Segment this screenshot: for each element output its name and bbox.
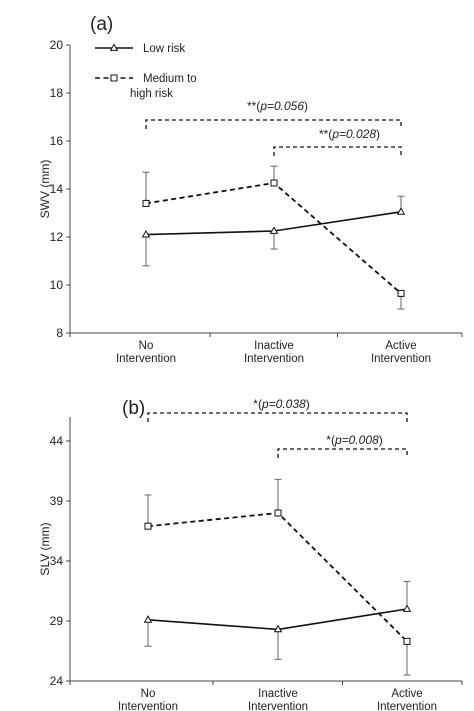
panel-b-y-tick-label: 39 [50, 494, 64, 508]
panel-a-y-axis-title: SWV (mm) [38, 160, 52, 219]
panel-a-series-low-risk-point [269, 226, 279, 234]
panel-b-series-medium-high-risk-point [274, 509, 282, 517]
panel-a-y-tick-label: 8 [56, 326, 63, 340]
panel-a-x-tick-label: No [139, 340, 154, 352]
panel-a-series-medium-high-risk-point [142, 199, 150, 207]
panel-a-sig-label-1: **(p=0.056) [247, 99, 308, 113]
panel-a-label: (a) [90, 14, 113, 35]
panel-a-x-tick-label: Intervention [371, 353, 431, 365]
panel-b-x-tick-label: No [141, 688, 156, 700]
panel-b-y-tick-label: 24 [50, 674, 64, 688]
panel-b-y-axis-title: SLV (mm) [38, 522, 52, 575]
panel-a-x-tick-label: Intervention [244, 353, 304, 365]
panel-a-series-medium-high-risk-point [270, 179, 278, 187]
panel-b-sig-label-2: *(p=0.008) [326, 433, 382, 447]
panel-b-y-tick-label: 34 [50, 554, 64, 568]
panel-a-series-low-risk-point [396, 207, 406, 215]
panel-a-y-tick-label: 16 [50, 134, 64, 148]
panel-b-series-low-risk-point [273, 624, 283, 633]
panel-a-sig-bracket-1 [145, 119, 402, 129]
panel-a-sig-bracket-2 [273, 146, 402, 156]
panel-b-sig-bracket-1 [147, 412, 408, 422]
panel-b-series-medium-high-risk-point [403, 637, 411, 645]
legend-label-low-risk: Low risk [143, 43, 185, 55]
panel-b-y-tick-label: 44 [50, 434, 64, 448]
legend-label-medium-high-risk: Medium to [143, 73, 197, 85]
panel-b-x-tick-label: Intervention [118, 701, 178, 711]
panel-a-y-tick-label: 14 [50, 182, 64, 196]
panel-b-x-tick-label: Inactive [258, 688, 298, 700]
panel-a-x-tick-label: Inactive [254, 340, 294, 352]
panel-b-sig-label-1: *(p=0.038) [253, 397, 309, 411]
panel-a-x-tick-label: Active [385, 340, 416, 352]
panel-b-label: (b) [122, 398, 145, 419]
panel-b-series-low-risk-point [402, 604, 412, 612]
legend-label-medium-high-risk-cont: high risk [130, 88, 173, 100]
panel-b-x-tick-label: Intervention [377, 701, 437, 711]
panel-a-sig-label-2: **(p=0.028) [319, 127, 380, 141]
panel-b-y-tick-label: 29 [50, 614, 64, 628]
panel-a-y-tick-label: 18 [50, 86, 64, 100]
panel-b-sig-bracket-2 [277, 448, 408, 458]
panel-a-x-tick-label: Intervention [116, 353, 176, 365]
panel-a-series-low-risk-point [141, 229, 151, 238]
panel-b-series-low-risk-point [143, 615, 153, 623]
legend-marker-low-risk [109, 43, 119, 51]
panel-a-series-medium-high-risk-point [397, 289, 405, 297]
panel-a-y-tick-label: 12 [50, 230, 64, 244]
legend-marker-medium-high-risk [110, 74, 118, 82]
panel-b-series-medium-high-risk-point [144, 522, 152, 530]
panel-a-y-tick-label: 20 [50, 38, 64, 52]
panel-b-x-tick-label: Intervention [248, 701, 308, 711]
panel-a-y-tick-label: 10 [50, 278, 64, 292]
panel-b-x-tick-label: Active [391, 688, 422, 700]
